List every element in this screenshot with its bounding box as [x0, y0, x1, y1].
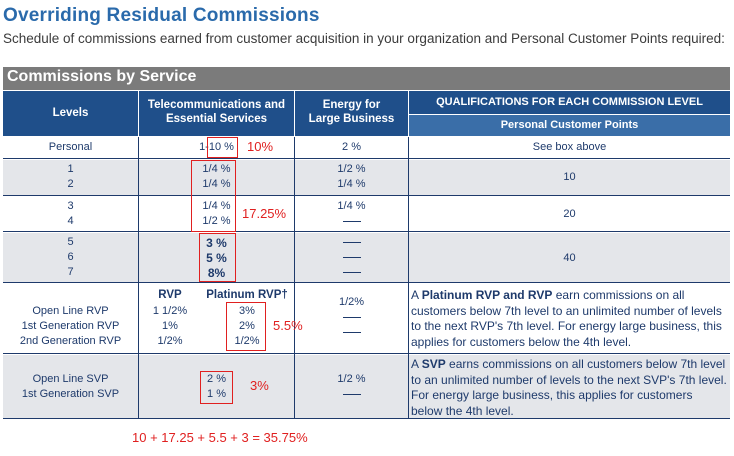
points-personal: See box above	[532, 141, 607, 153]
energy-5-dash	[295, 236, 408, 248]
rvp-value-open-line: 1 1/2%	[152, 305, 188, 317]
header-points: Personal Customer Points	[409, 115, 730, 136]
rvp-desc-bold: Platinum RVP and RVP	[421, 288, 553, 302]
rvp-level-1st-gen: 1st Generation RVP	[21, 320, 120, 332]
level-5: 5	[67, 236, 74, 248]
level-personal: Personal	[48, 141, 93, 153]
energy-4-dash	[295, 215, 408, 227]
annotation-total: 10 + 17.25 + 5.5 + 3 = 35.75%	[132, 430, 308, 445]
points-5-7: 40	[563, 252, 576, 264]
annotation-note-4: 3%	[250, 378, 269, 393]
telecom-svp-open-line: 2 %	[207, 373, 226, 385]
energy-3: 1/4 %	[337, 200, 366, 212]
table-row-levels-3-4	[3, 197, 730, 232]
level-4: 4	[67, 215, 74, 227]
header-energy-line1: Energy for	[322, 99, 381, 111]
header-telecom-line1: Telecommunications and	[147, 99, 286, 111]
telecom-6: 5 %	[206, 251, 227, 265]
section-title: Commissions by Service	[7, 68, 197, 85]
table-row-levels-1-2	[3, 160, 730, 196]
annotation-box-svp	[200, 371, 233, 404]
svp-desc-post: earns commissions on all customers below…	[411, 357, 727, 418]
annotation-box-levels-5-7	[199, 233, 236, 282]
page-title: Overriding Residual Commissions	[3, 5, 320, 26]
level-2: 2	[67, 178, 74, 190]
header-energy-line2: Large Business	[308, 113, 395, 125]
level-6: 6	[67, 251, 74, 263]
telecom-1: 1/4 %	[202, 163, 231, 175]
table-row-svp	[3, 355, 730, 419]
svp-level-1st-gen: 1st Generation SVP	[21, 388, 120, 400]
energy-6-dash	[295, 251, 408, 263]
rvp-value-1st-gen: 1%	[162, 320, 178, 332]
annotation-note-2: 17.25%	[242, 206, 287, 221]
level-7: 7	[67, 266, 74, 278]
annotation-note-3: 5.5%	[273, 318, 303, 333]
svp-desc-pre: A	[411, 357, 422, 371]
annotation-box-personal	[207, 137, 238, 158]
header-telecom-line2: Essential Services	[165, 113, 267, 125]
platinum-value-open-line: 3%	[239, 305, 255, 317]
platinum-rvp-subheader: Platinum RVP†	[206, 289, 288, 301]
header-telecom: Telecommunications and Essential Service…	[139, 91, 294, 136]
table-row-levels-5-7	[3, 233, 730, 283]
energy-rvp-1st-gen-dash	[295, 311, 408, 323]
telecom-5: 3 %	[206, 236, 227, 250]
annotation-box-platinum	[226, 302, 266, 351]
header-qualifications-label: QUALIFICATIONS FOR EACH COMMISSION LEVEL	[436, 96, 703, 108]
energy-svp-open-line: 1/2 %	[337, 373, 366, 385]
svp-level-open-line: Open Line SVP	[32, 373, 109, 385]
rvp-desc-pre: A	[411, 288, 422, 302]
header-points-label: Personal Customer Points	[500, 119, 639, 131]
rvp-subheader: RVP	[158, 289, 182, 301]
platinum-value-1st-gen: 2%	[239, 320, 255, 332]
telecom-7: 8%	[207, 266, 226, 280]
energy-2: 1/4 %	[337, 178, 366, 190]
rvp-level-open-line: Open Line RVP	[32, 305, 109, 317]
rvp-desc-post: earn commissions on all customers below …	[411, 288, 722, 349]
telecom-3: 1/4 %	[202, 200, 231, 212]
platinum-value-2nd-gen: 1/2%	[234, 335, 260, 347]
column-divider	[138, 137, 139, 419]
section-bar: Commissions by Service	[3, 67, 730, 90]
energy-svp-1st-gen-dash	[295, 388, 408, 400]
column-divider	[294, 137, 295, 419]
points-3-4: 20	[563, 208, 576, 220]
energy-rvp-2nd-gen-dash	[295, 326, 408, 338]
table-row-personal	[3, 137, 730, 159]
table-row-rvp	[3, 284, 730, 354]
energy-1: 1/2 %	[337, 163, 366, 175]
telecom-4: 1/2 %	[202, 215, 231, 227]
annotation-box-levels-1-4	[191, 160, 236, 232]
telecom-svp-1st-gen: 1 %	[207, 388, 226, 400]
rvp-level-2nd-gen: 2nd Generation RVP	[19, 335, 122, 347]
energy-7-dash	[295, 266, 408, 278]
rvp-value-2nd-gen: 1/2%	[157, 335, 183, 347]
header-levels: Levels	[3, 91, 138, 136]
header-qualifications: QUALIFICATIONS FOR EACH COMMISSION LEVEL	[409, 91, 730, 114]
svp-description: A SVP earns commissions on all customers…	[411, 357, 727, 419]
page-subtitle: Schedule of commissions earned from cust…	[3, 31, 725, 46]
level-3: 3	[67, 200, 74, 212]
level-1: 1	[67, 163, 74, 175]
points-1-2: 10	[563, 171, 576, 183]
header-energy: Energy for Large Business	[295, 91, 408, 136]
column-divider	[408, 137, 409, 419]
energy-rvp-open-line: 1/2%	[338, 296, 365, 308]
telecom-2: 1/4 %	[202, 178, 231, 190]
svp-desc-bold: SVP	[421, 357, 446, 371]
energy-personal: 2 %	[342, 141, 361, 153]
annotation-note-1: 10%	[247, 139, 274, 154]
rvp-description: A Platinum RVP and RVP earn commissions …	[411, 288, 727, 350]
header-levels-label: Levels	[52, 107, 89, 119]
